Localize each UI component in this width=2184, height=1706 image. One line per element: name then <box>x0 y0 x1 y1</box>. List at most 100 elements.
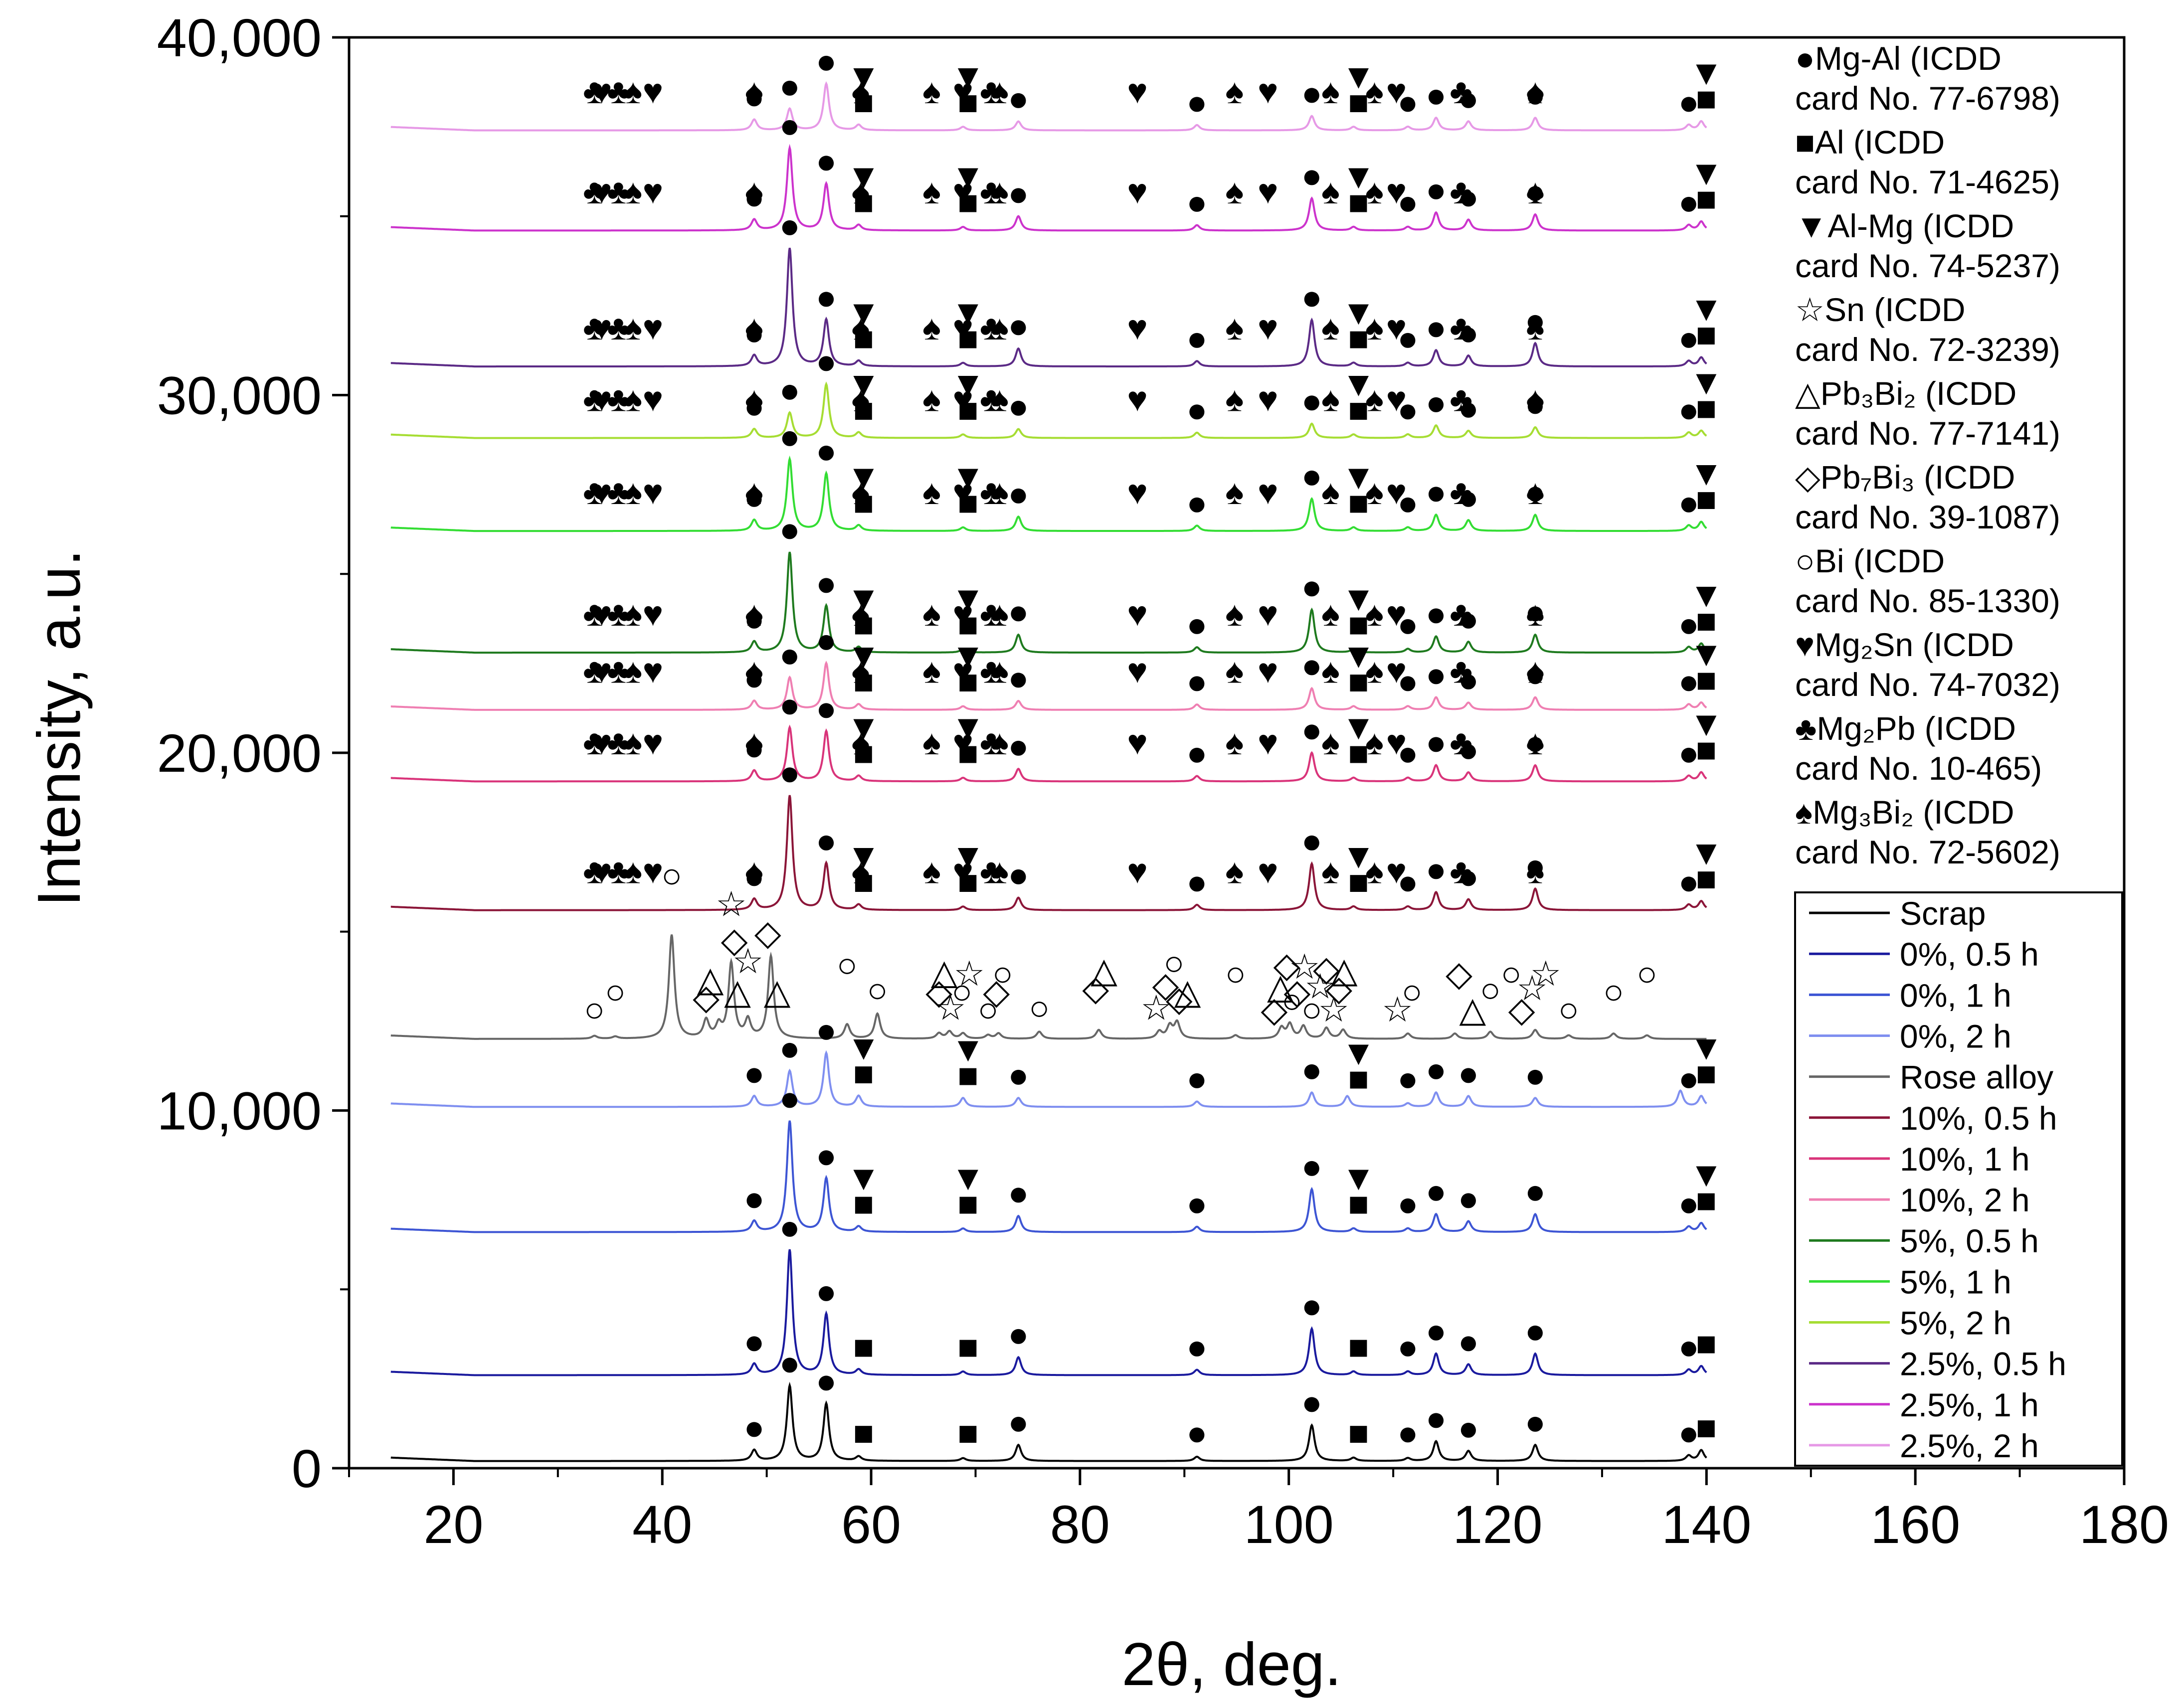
marker-mg-al: ● <box>1525 592 1546 631</box>
marker-al-mg: ▼ <box>951 1159 985 1197</box>
marker-rose-phase: △ <box>697 960 724 999</box>
marker-rose-phase: ☆ <box>1304 967 1336 1006</box>
marker-mg-al: ● <box>1397 319 1418 357</box>
marker-al-mg: ▼ <box>1341 57 1376 96</box>
marker-mg-al: ● <box>1186 83 1207 122</box>
marker-mg-al: ● <box>1426 1399 1447 1438</box>
phase-legend-entry: ♠Mg₃Bi₂ (ICDD <box>1795 794 2014 831</box>
marker-mg-al: ● <box>1301 156 1322 195</box>
marker-al: ■ <box>957 662 978 701</box>
marker-al: ■ <box>957 390 978 429</box>
series-line-4 <box>390 934 1707 1040</box>
marker-al: ■ <box>853 734 874 773</box>
marker-al-mg: ▼ <box>1689 53 1723 92</box>
marker-mg-al: ● <box>1397 862 1418 901</box>
marker-mg-al: ● <box>779 1207 800 1246</box>
marker-al: ■ <box>1348 1185 1369 1223</box>
marker-al: ■ <box>957 319 978 357</box>
marker-al: ■ <box>853 83 874 122</box>
phase-legend-card: card No. 72-5602) <box>1795 834 2060 870</box>
series-legend-label: 10%, 0.5 h <box>1900 1100 2057 1137</box>
marker-rose-phase: ○ <box>1637 954 1657 993</box>
marker-mg-al: ● <box>1678 862 1699 901</box>
marker-mg-al: ● <box>1525 301 1546 340</box>
series-legend-label: 0%, 0.5 h <box>1900 936 2039 973</box>
marker-mg-phase: ♠ <box>990 852 1009 890</box>
marker-rose-phase: ○ <box>1501 954 1522 993</box>
marker-mg-al: ● <box>1008 726 1029 765</box>
x-tick-label: 20 <box>423 1494 483 1554</box>
marker-al: ■ <box>1348 862 1369 901</box>
marker-mg-phase: ♠ <box>852 852 870 890</box>
marker-mg-phase: ♣ <box>607 172 630 211</box>
marker-mg-phase: ♠ <box>1365 172 1384 211</box>
marker-al-mg: ▼ <box>1689 635 1723 674</box>
marker-mg-phase: ♣ <box>1450 594 1472 633</box>
marker-mg-al: ● <box>1426 308 1447 347</box>
marker-mg-phase: ♣ <box>980 852 1003 890</box>
marker-mg-al: ● <box>1458 1054 1479 1093</box>
marker-al-mg: ▼ <box>1689 704 1723 743</box>
marker-al-mg: ▼ <box>1689 833 1723 872</box>
phase-legend-entry: ♣Mg₂Pb (ICDD <box>1795 710 2016 747</box>
marker-mg-phase: ♥ <box>591 652 612 690</box>
marker-rose-phase: △ <box>1091 951 1117 990</box>
marker-mg-phase: ♣ <box>1450 308 1472 347</box>
marker-al-mg: ▼ <box>846 1159 881 1197</box>
marker-al: ■ <box>1348 183 1369 222</box>
marker-mg-al: ● <box>1426 655 1447 694</box>
marker-al: ■ <box>1696 859 1717 898</box>
marker-mg-al: ● <box>779 1079 800 1118</box>
x-axis-title: 2θ, deg. <box>1122 1630 1342 1698</box>
marker-mg-phase: ♥ <box>1258 594 1278 633</box>
marker-mg-al: ● <box>1458 314 1479 352</box>
marker-mg-phase: ♠ <box>922 473 941 512</box>
marker-mg-al: ● <box>1426 383 1447 422</box>
marker-mg-phase: ♥ <box>953 594 974 633</box>
x-tick-label: 80 <box>1050 1494 1110 1554</box>
marker-mg-phase: ♠ <box>852 594 870 633</box>
marker-al: ■ <box>957 1413 978 1452</box>
marker-mg-al: ● <box>1678 605 1699 644</box>
marker-mg-phase: ♣ <box>583 308 606 347</box>
marker-mg-al: ● <box>743 728 764 767</box>
marker-rose-phase: ☆ <box>1289 947 1320 986</box>
marker-mg-al: ● <box>1525 75 1546 114</box>
marker-al: ■ <box>957 83 978 122</box>
marker-mg-phase: ♠ <box>1225 172 1244 211</box>
marker-al-mg: ▼ <box>846 293 881 332</box>
phase-legend-entry: ♥Mg₂Sn (ICDD <box>1795 626 2014 663</box>
marker-al-mg: ▼ <box>846 708 881 747</box>
marker-rose-phase: △ <box>764 972 791 1011</box>
marker-mg-phase: ♥ <box>1258 308 1278 347</box>
marker-mg-al: ● <box>1678 319 1699 357</box>
marker-rose-phase: △ <box>1331 951 1358 990</box>
marker-mg-phase: ♠ <box>1321 72 1340 111</box>
marker-al: ■ <box>1696 480 1717 518</box>
marker-mg-phase: ♥ <box>1127 852 1148 890</box>
marker-rose-phase: ◇ <box>1284 972 1311 1011</box>
marker-mg-phase: ♠ <box>990 308 1009 347</box>
marker-mg-phase: ♠ <box>1225 594 1244 633</box>
marker-rose-phase: ☆ <box>1382 990 1413 1029</box>
marker-al: ■ <box>853 662 874 701</box>
phase-legend-card: card No. 74-7032) <box>1795 666 2060 703</box>
marker-al: ■ <box>1348 390 1369 429</box>
marker-mg-phase: ♠ <box>922 652 941 690</box>
marker-mg-al: ● <box>1678 183 1699 222</box>
phase-legend-entry: ◇Pb₇Bi₃ (ICDD <box>1795 459 2015 496</box>
marker-mg-phase: ♥ <box>591 172 612 211</box>
marker-mg-phase: ♠ <box>922 172 941 211</box>
marker-al: ■ <box>957 1328 978 1366</box>
marker-mg-al: ● <box>1186 605 1207 644</box>
marker-mg-phase: ♠ <box>990 172 1009 211</box>
marker-rose-phase: ◇ <box>1446 954 1472 993</box>
series-legend-label: Rose alloy <box>1900 1059 2053 1096</box>
marker-mg-al: ● <box>816 142 837 180</box>
marker-rose-phase: ◇ <box>721 920 748 959</box>
x-tick-label: 100 <box>1244 1494 1334 1554</box>
marker-mg-al: ● <box>1008 1055 1029 1094</box>
marker-mg-phase: ♣ <box>1450 172 1472 211</box>
marker-mg-al: ● <box>1458 388 1479 427</box>
marker-mg-al: ● <box>1426 171 1447 209</box>
